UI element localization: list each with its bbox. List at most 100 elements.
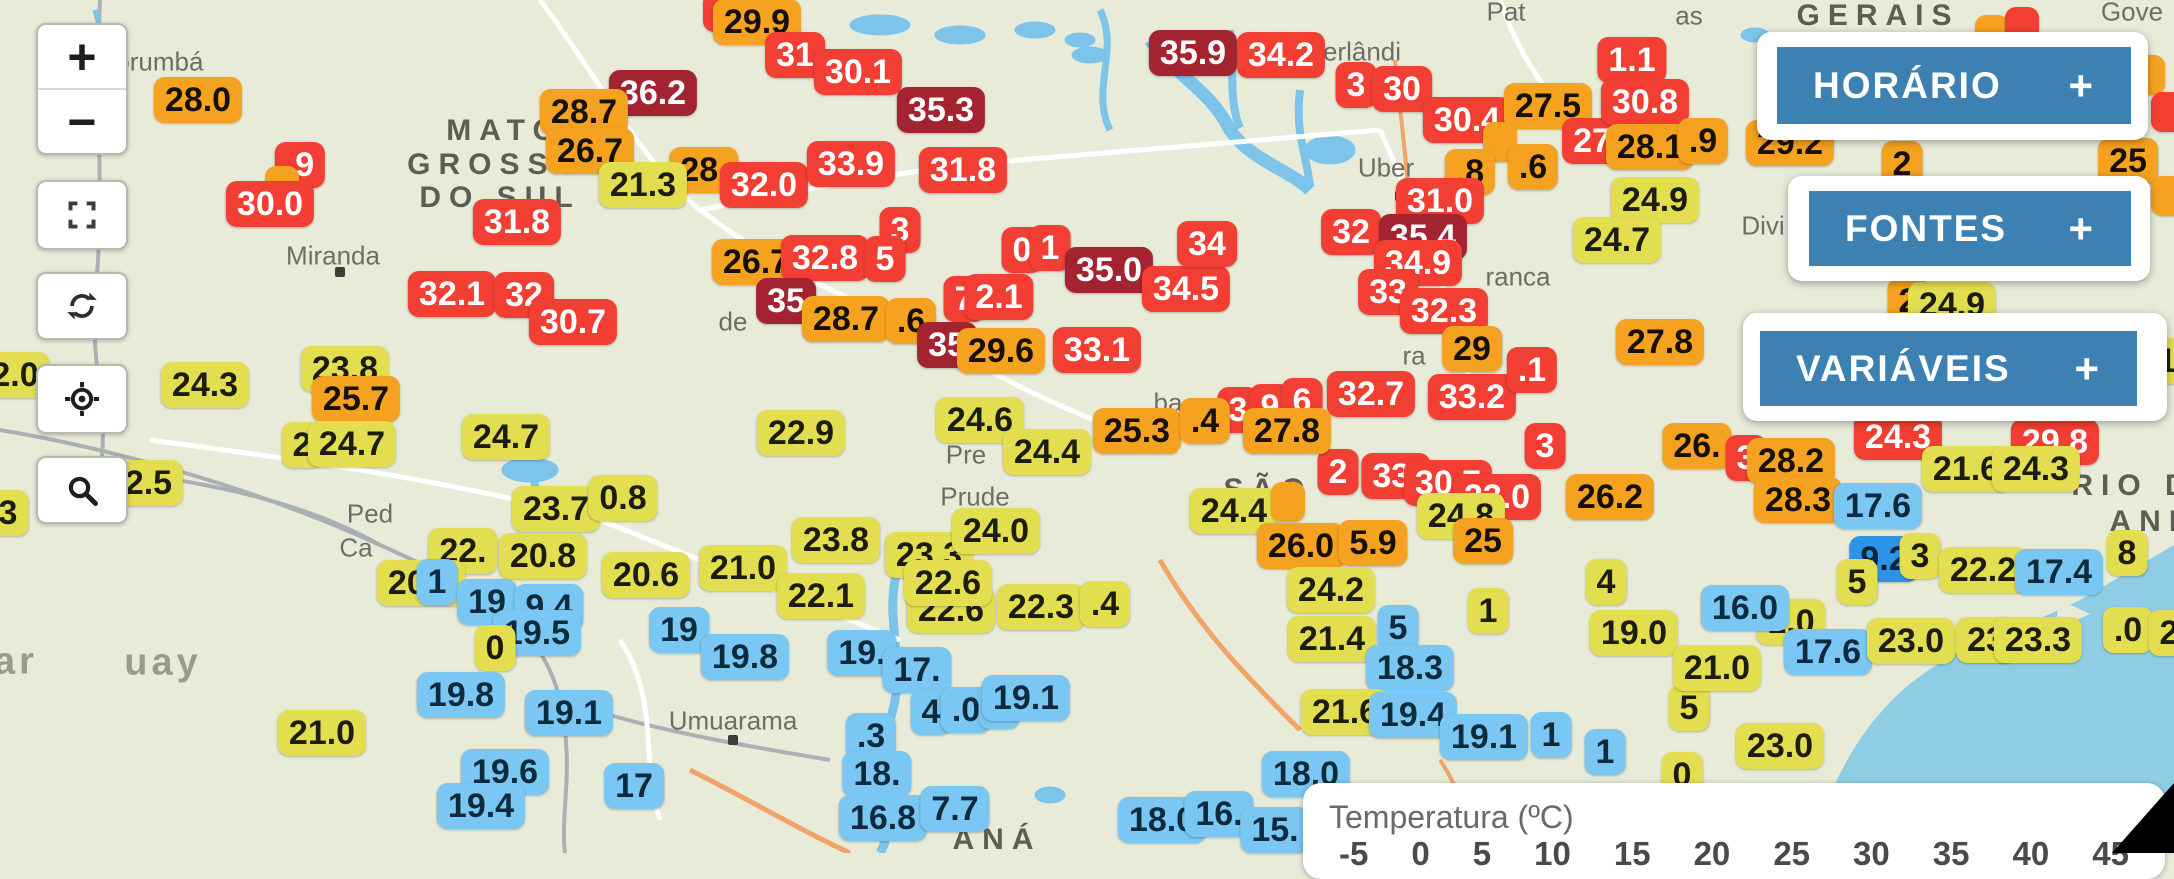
temp-badge[interactable]: 35.9 xyxy=(1149,30,1237,76)
temp-badge[interactable]: 21.4 xyxy=(1288,616,1376,662)
temp-badge[interactable]: .6 xyxy=(1508,144,1558,190)
temp-badge[interactable]: 5 xyxy=(1669,685,1710,731)
temp-badge[interactable]: 3 xyxy=(1900,533,1941,579)
temp-badge[interactable]: 17 xyxy=(604,763,664,809)
temp-badge[interactable]: 7.7 xyxy=(920,786,989,832)
temp-badge[interactable]: 23.8 xyxy=(792,517,880,563)
temp-badge[interactable]: 22.3 xyxy=(997,584,1085,630)
temp-badge[interactable]: 25.7 xyxy=(312,376,400,422)
temp-badge[interactable]: 24.7 xyxy=(308,421,396,467)
temp-badge[interactable]: 24.4 xyxy=(1003,429,1091,475)
temp-badge[interactable]: 0.8 xyxy=(588,475,657,521)
temp-badge[interactable]: 34.5 xyxy=(1142,266,1230,312)
temp-badge[interactable]: 22.1 xyxy=(777,573,865,619)
temp-badge[interactable]: 21.3 xyxy=(599,162,687,208)
temp-badge[interactable]: 20.8 xyxy=(499,533,587,579)
temp-badge[interactable]: 28.0 xyxy=(154,77,242,123)
temp-badge[interactable]: 29.6 xyxy=(957,328,1045,374)
temp-badge[interactable]: 1 xyxy=(1585,729,1626,775)
temp-badge[interactable]: 22.9 xyxy=(757,410,845,456)
temp-badge[interactable]: 25.3 xyxy=(1093,408,1181,454)
temp-badge[interactable]: 23.3 xyxy=(1994,617,2082,663)
temp-badge[interactable]: 15. xyxy=(1240,807,1309,853)
temp-badge[interactable]: .1 xyxy=(1507,347,1557,393)
temp-badge[interactable]: 33.1 xyxy=(1053,327,1141,373)
temp-badge[interactable]: 19.8 xyxy=(701,634,789,680)
temp-badge[interactable]: 32.1 xyxy=(408,271,496,317)
temp-badge[interactable]: 1.1 xyxy=(1597,37,1666,83)
temp-badge[interactable]: 30.0 xyxy=(226,181,314,227)
temp-badge[interactable]: 34.2 xyxy=(1237,32,1325,78)
temp-badge[interactable]: 17.6 xyxy=(1784,629,1872,675)
temp-badge[interactable]: 19.8 xyxy=(417,672,505,718)
horario-panel-button[interactable]: HORÁRIO + xyxy=(1777,47,2131,124)
search-button[interactable] xyxy=(36,456,128,524)
refresh-button[interactable] xyxy=(36,272,128,340)
temp-badge[interactable]: 26.2 xyxy=(1566,474,1654,520)
temp-badge[interactable]: 16.0 xyxy=(1701,585,1789,631)
temp-badge[interactable]: .0 xyxy=(2103,607,2153,653)
temp-badge[interactable]: 19.1 xyxy=(982,675,1070,721)
temp-badge[interactable]: 19.1 xyxy=(525,690,613,736)
temp-badge[interactable]: 1 xyxy=(417,559,458,605)
temp-badge[interactable]: 5.9 xyxy=(1338,520,1407,566)
variaveis-panel-button[interactable]: VARIÁVEIS + xyxy=(1760,331,2137,406)
temp-badge[interactable]: 18.3 xyxy=(1366,645,1454,691)
temp-badge[interactable]: 25 xyxy=(1453,518,1513,564)
temp-badge[interactable]: 18. xyxy=(842,751,911,797)
temp-badge[interactable]: 26.0 xyxy=(1257,523,1345,569)
temp-badge[interactable]: 31.8 xyxy=(919,147,1007,193)
fontes-panel-button[interactable]: FONTES + xyxy=(1809,191,2131,266)
temp-badge[interactable] xyxy=(1271,482,1305,522)
temp-badge[interactable]: 29 xyxy=(1442,326,1502,372)
temp-badge[interactable]: 2.1 xyxy=(964,274,1033,320)
temp-badge[interactable]: 24.0 xyxy=(952,508,1040,554)
temp-badge[interactable]: 32.0 xyxy=(720,162,808,208)
temp-badge[interactable] xyxy=(2151,92,2174,132)
temp-badge[interactable]: 26. xyxy=(1662,423,1731,469)
temp-badge[interactable]: 32.8 xyxy=(781,235,869,281)
temp-badge[interactable]: 5 xyxy=(1837,559,1878,605)
temp-badge[interactable]: 32 xyxy=(1321,209,1381,255)
temp-badge[interactable]: 3 xyxy=(1525,423,1566,469)
temp-badge[interactable]: 1 xyxy=(1531,712,1572,758)
temp-badge[interactable]: 22.2 xyxy=(1939,547,2027,593)
temp-badge[interactable]: 24.7 xyxy=(1573,217,1661,263)
temp-badge[interactable]: 17. xyxy=(882,647,951,693)
temp-badge[interactable]: 35.0 xyxy=(1065,247,1153,293)
temp-badge[interactable]: 33.9 xyxy=(807,141,895,187)
temp-badge[interactable]: 35.3 xyxy=(897,87,985,133)
temp-badge[interactable]: .4 xyxy=(1180,398,1230,444)
locate-button[interactable] xyxy=(36,364,128,434)
temp-badge[interactable]: 17.6 xyxy=(1834,483,1922,529)
temp-badge[interactable]: 23.7 xyxy=(512,486,600,532)
temp-badge[interactable]: 24.2 xyxy=(1287,567,1375,613)
temp-badge[interactable]: 5 xyxy=(865,236,906,282)
temp-badge[interactable]: 30.1 xyxy=(814,49,902,95)
temp-badge[interactable]: .9 xyxy=(1678,118,1728,164)
temp-badge[interactable]: 2 xyxy=(2149,610,2174,656)
temp-badge[interactable]: 19.4 xyxy=(437,783,525,829)
temp-badge[interactable]: 3 xyxy=(1336,62,1377,108)
fullscreen-button[interactable] xyxy=(36,180,128,250)
temp-badge[interactable]: 24.7 xyxy=(462,414,550,460)
temp-badge[interactable]: 16.8 xyxy=(839,795,927,841)
temp-badge[interactable]: 2 xyxy=(1318,449,1359,495)
temp-badge[interactable]: 21.0 xyxy=(278,710,366,756)
temp-badge[interactable]: 0 xyxy=(475,625,516,671)
temp-badge[interactable]: 27.8 xyxy=(1616,319,1704,365)
temp-badge[interactable]: 8 xyxy=(2107,530,2148,576)
temp-badge[interactable]: .4 xyxy=(1080,581,1130,627)
zoom-out-button[interactable]: − xyxy=(38,90,126,153)
temp-badge[interactable]: 24.3 xyxy=(161,362,249,408)
temp-badge[interactable]: 33.2 xyxy=(1428,374,1516,420)
temp-badge[interactable]: 19.0 xyxy=(1590,610,1678,656)
temp-badge[interactable]: 27.8 xyxy=(1243,408,1331,454)
temp-badge[interactable]: 22.6 xyxy=(904,560,992,606)
temp-badge[interactable]: 34 xyxy=(1177,221,1237,267)
temp-badge[interactable]: 24.3 xyxy=(1992,446,2080,492)
temp-badge[interactable]: 17.4 xyxy=(2015,549,2103,595)
zoom-in-button[interactable]: + xyxy=(38,25,126,88)
temp-badge[interactable]: 28.7 xyxy=(802,296,890,342)
temp-badge[interactable]: 20.6 xyxy=(602,552,690,598)
